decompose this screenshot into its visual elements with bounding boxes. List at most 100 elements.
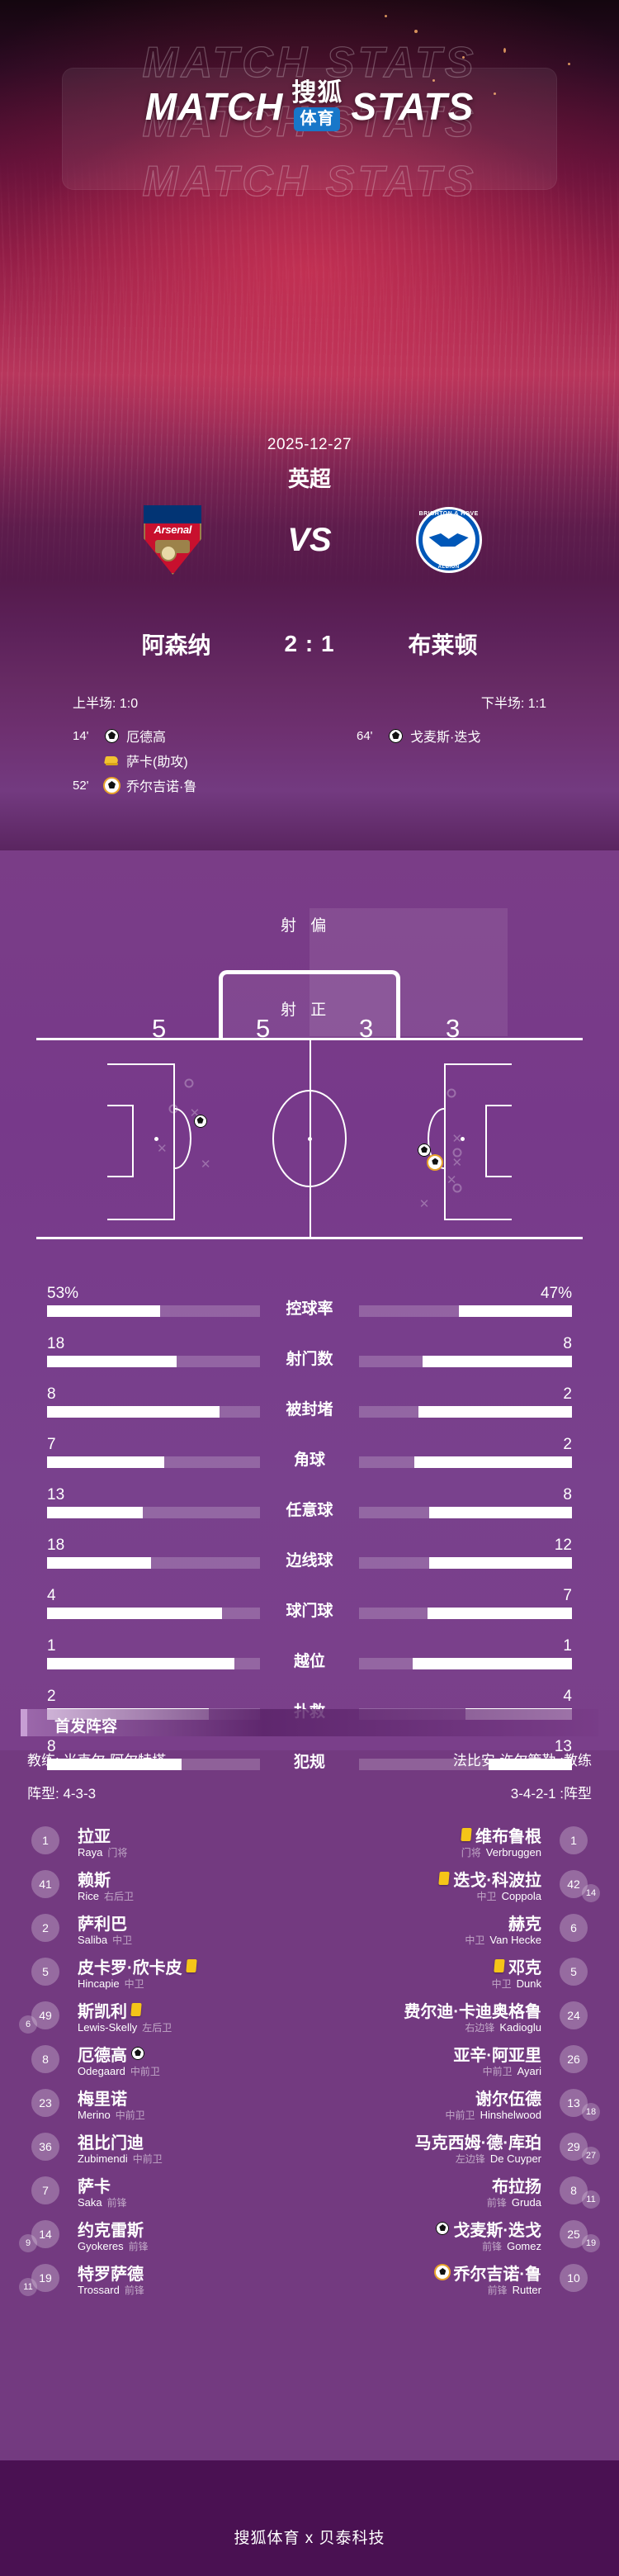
player-entry[interactable]: 13 18 谢尔伍德 中前卫 Hinshelwood bbox=[302, 2084, 601, 2128]
stat-away-value: 47% bbox=[540, 1285, 572, 1302]
goal-scorer-name: 萨卡(助攻) bbox=[126, 755, 188, 769]
player-secondary-line: 中前卫 Ayari bbox=[453, 2064, 541, 2078]
home-formation: 阵型: 4-3-3 bbox=[27, 1786, 97, 1802]
player-number-wrap: 14 9 bbox=[18, 2220, 71, 2255]
stat-away-value: 8 bbox=[563, 1486, 572, 1503]
stat-row: 4 球门球 7 bbox=[0, 1587, 619, 1637]
player-number: 42 bbox=[560, 1870, 588, 1898]
player-entry[interactable]: 26 亚辛·阿亚里 中前卫 Ayari bbox=[302, 2040, 601, 2084]
player-secondary-line: Saliba 中卫 bbox=[78, 1933, 132, 1947]
ghost-title-3: MATCH STATS bbox=[142, 157, 477, 206]
player-entry[interactable]: 19 11 特罗萨德 Trossard 前锋 bbox=[18, 2259, 317, 2303]
player-name-en: Gomez bbox=[507, 2240, 541, 2252]
home-off-target-count: 5 bbox=[152, 1014, 167, 1043]
first-half-score: 上半场: 1:0 bbox=[73, 697, 139, 711]
player-entry[interactable]: 29 27 马克西姆·德·库珀 左边锋 De Cuyper bbox=[302, 2128, 601, 2171]
stat-row: 18 射门数 8 bbox=[0, 1335, 619, 1385]
goal-scorer-name: 厄德高 bbox=[126, 731, 167, 745]
spark-particle bbox=[462, 56, 465, 59]
player-number-wrap: 8 11 bbox=[548, 2176, 601, 2211]
stat-label: 控球率 bbox=[286, 1300, 333, 1318]
lineup-row: 49 6 斯凯利 Lewis-Skelly 左后卫 24 费尔迪·卡迪奥格鲁 右边锋 Kadio… bbox=[0, 1996, 619, 2040]
player-secondary-line: Merino 中前卫 bbox=[78, 2108, 145, 2122]
player-position: 门将 bbox=[107, 1847, 128, 1859]
brand-name-cn: 搜狐 bbox=[291, 79, 343, 107]
away-coach: 法比安·许尔策勒 :教练 bbox=[452, 1753, 592, 1769]
player-number: 29 bbox=[560, 2133, 588, 2161]
player-entry[interactable]: 41 赖斯 Rice 右后卫 bbox=[18, 1865, 317, 1909]
player-name-cn: 费尔迪·卡迪奥格鲁 bbox=[404, 2002, 541, 2021]
stat-row: 7 角球 2 bbox=[0, 1436, 619, 1486]
stat-row: 13 任意球 8 bbox=[0, 1486, 619, 1537]
player-name-cn: 特罗萨德 bbox=[78, 2265, 144, 2284]
player-primary-line: 乔尔吉诺·鲁 bbox=[436, 2262, 541, 2284]
player-position: 中前卫 bbox=[482, 2066, 513, 2077]
goal-scorer-name: 戈麦斯·迭戈 bbox=[410, 731, 481, 745]
player-position: 右后卫 bbox=[104, 1891, 135, 1902]
goal-events: 14' 厄德高 萨卡(助攻) 52' 乔尔吉诺·鲁 64' 戈麦斯·迭戈 bbox=[0, 723, 619, 814]
player-entry[interactable]: 24 费尔迪·卡迪奥格鲁 右边锋 Kadioglu bbox=[302, 1996, 601, 2040]
stat-bar-home bbox=[47, 1557, 260, 1569]
goal-minute: 14' bbox=[73, 728, 89, 743]
player-number: 19 bbox=[31, 2264, 59, 2292]
player-number: 13 bbox=[560, 2089, 588, 2117]
player-name-cn: 梅里诺 bbox=[78, 2090, 127, 2109]
stat-away-value: 8 bbox=[563, 1335, 572, 1352]
player-name-en: Saliba bbox=[78, 1934, 108, 1946]
player-entry[interactable]: 8 厄德高 Odegaard 中前卫 bbox=[18, 2040, 317, 2084]
player-number-wrap: 1 bbox=[18, 1826, 71, 1861]
player-entry[interactable]: 25 19 戈麦斯·迭戈 前锋 Gomez bbox=[302, 2215, 601, 2259]
player-entry[interactable]: 5 皮卡罗·欣卡皮 Hincapie 中卫 bbox=[18, 1953, 317, 1996]
yellow-card-icon bbox=[494, 1959, 505, 1972]
player-entry[interactable]: 14 9 约克雷斯 Gyokeres 前锋 bbox=[18, 2215, 317, 2259]
shot-marker-saved bbox=[452, 1183, 462, 1192]
player-entry[interactable]: 8 11 布拉扬 前锋 Gruda bbox=[302, 2171, 601, 2215]
player-info: 亚辛·阿亚里 中前卫 Ayari bbox=[453, 2043, 541, 2078]
player-entry[interactable]: 2 萨利巴 Saliba 中卫 bbox=[18, 1909, 317, 1953]
stat-bar-home bbox=[47, 1608, 260, 1619]
player-entry[interactable]: 1 维布鲁根 门将 Verbruggen bbox=[302, 1821, 601, 1865]
shot-marker-miss: ✕ bbox=[200, 1157, 211, 1172]
player-position: 中卫 bbox=[491, 1978, 512, 1990]
assist-boot-icon bbox=[105, 755, 119, 766]
stat-away-value: 13 bbox=[554, 1738, 572, 1755]
spark-particle bbox=[503, 48, 506, 53]
pitch-diagram: ✕ ✕ ✕ ✕ ✕ ✕ ✕ bbox=[36, 1038, 583, 1239]
shot-marker-goal bbox=[428, 1155, 442, 1169]
player-sub-number: 9 bbox=[19, 2234, 37, 2252]
player-name-en: Merino bbox=[78, 2109, 111, 2121]
lineup-row: 23 梅里诺 Merino 中前卫 13 18 谢尔伍德 中前卫 Hinshelwood bbox=[0, 2084, 619, 2128]
player-entry[interactable]: 10 乔尔吉诺·鲁 前锋 Rutter bbox=[302, 2259, 601, 2303]
player-info: 维布鲁根 门将 Verbruggen bbox=[461, 1825, 541, 1859]
player-name-en: De Cuyper bbox=[489, 2152, 541, 2165]
score-row: 阿森纳 2 : 1 布莱顿 bbox=[0, 627, 619, 661]
footer: 搜狐体育 x 贝泰科技 bbox=[0, 2506, 619, 2576]
player-entry[interactable]: 36 祖比门迪 Zubimendi 中前卫 bbox=[18, 2128, 317, 2171]
player-secondary-line: 右边锋 Kadioglu bbox=[404, 2020, 541, 2034]
spark-particle bbox=[568, 63, 570, 65]
player-entry[interactable]: 6 赫克 中卫 Van Hecke bbox=[302, 1909, 601, 1953]
title-word-match: MATCH bbox=[144, 84, 284, 128]
player-number: 5 bbox=[31, 1958, 59, 1986]
player-entry[interactable]: 49 6 斯凯利 Lewis-Skelly 左后卫 bbox=[18, 1996, 317, 2040]
yellow-card-icon bbox=[185, 1959, 197, 1972]
stat-bar-home bbox=[47, 1305, 260, 1317]
player-entry[interactable]: 23 梅里诺 Merino 中前卫 bbox=[18, 2084, 317, 2128]
player-info: 邓克 中卫 Dunk bbox=[492, 1956, 541, 1991]
player-entry[interactable]: 1 拉亚 Raya 门将 bbox=[18, 1821, 317, 1865]
arsenal-wheel-icon bbox=[160, 545, 177, 561]
player-entry[interactable]: 5 邓克 中卫 Dunk bbox=[302, 1953, 601, 1996]
lineup-row: 1 拉亚 Raya 门将 1 维布鲁根 门将 Verbruggen bbox=[0, 1821, 619, 1865]
player-name-en: Trossard bbox=[78, 2284, 120, 2296]
lineup-row: 36 祖比门迪 Zubimendi 中前卫 29 27 马克西姆·德·库珀 左边锋 De Cuy… bbox=[0, 2128, 619, 2171]
spark-particle bbox=[414, 30, 418, 33]
football-icon bbox=[389, 728, 403, 743]
spark-particle bbox=[385, 15, 387, 17]
player-entry[interactable]: 7 萨卡 Saka 前锋 bbox=[18, 2171, 317, 2215]
player-entry[interactable]: 42 14 迭戈·科波拉 中卫 Coppola bbox=[302, 1865, 601, 1909]
player-number: 5 bbox=[560, 1958, 588, 1986]
arsenal-shield-top bbox=[144, 505, 202, 523]
player-primary-line: 斯凯利 bbox=[78, 2000, 172, 2021]
player-name-en: Verbruggen bbox=[485, 1846, 541, 1859]
player-secondary-line: 前锋 Rutter bbox=[436, 2283, 541, 2297]
